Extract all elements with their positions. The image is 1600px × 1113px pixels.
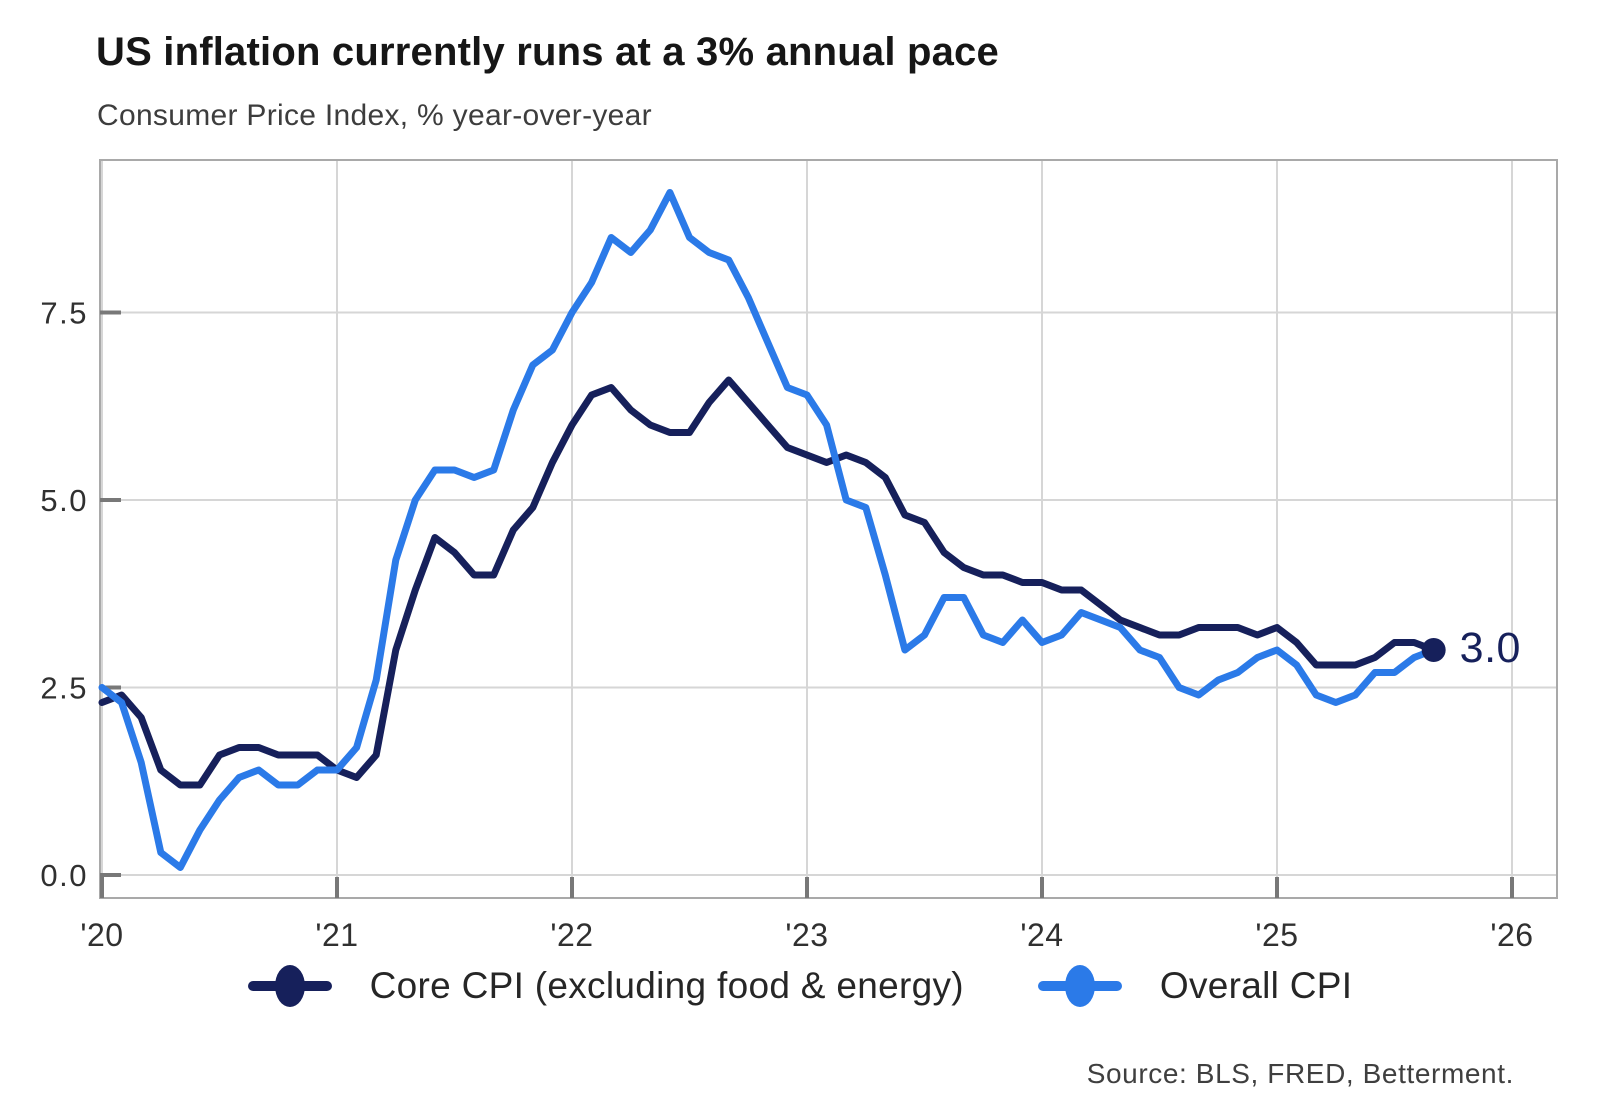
legend-label-overall-cpi: Overall CPI — [1159, 965, 1353, 1006]
chart-subtitle: Consumer Price Index, % year-over-year — [97, 99, 652, 132]
latest-point-dot — [1421, 638, 1446, 662]
latest-value-label: 3.0 — [1459, 624, 1521, 672]
legend-item-core-cpi: Core CPI (excluding food & energy) — [247, 964, 964, 1008]
chart-title: US inflation currently runs at a 3% annu… — [96, 30, 999, 74]
y-axis-tick-label: 0.0 — [40, 858, 88, 893]
x-axis-tick-label: '25 — [1255, 917, 1298, 953]
x-axis-tick-label: '24 — [1020, 917, 1063, 953]
source-note: Source: BLS, FRED, Betterment. — [1086, 1058, 1514, 1089]
x-axis-tick-label: '22 — [550, 917, 593, 953]
y-axis-tick-label: 7.5 — [40, 296, 88, 331]
plot-frame — [99, 159, 1558, 899]
core-cpi-legend-marker-icon — [247, 964, 332, 1008]
overall-cpi-legend-marker-icon — [1037, 964, 1122, 1008]
legend-label-core-cpi: Core CPI (excluding food & energy) — [369, 965, 964, 1006]
core-cpi-line — [98, 376, 1438, 789]
x-axis-tick-label: '23 — [785, 917, 828, 953]
y-axis-tick-label: 2.5 — [40, 671, 88, 706]
cpi-line-chart: 0.0 2.5 5.0 7.5 '20 '21 '22 '23 '24 '25 '26 — [40, 159, 1558, 953]
x-axis-tick-label: '20 — [80, 917, 123, 953]
y-axis-tick-label: 5.0 — [40, 483, 88, 518]
overall-cpi-line — [98, 189, 1438, 871]
legend-item-overall-cpi: Overall CPI — [1037, 964, 1353, 1008]
legend: Core CPI (excluding food & energy) Overa… — [0, 950, 1600, 1022]
x-axis-tick-label: '26 — [1490, 917, 1533, 953]
x-axis-tick-label: '21 — [315, 917, 358, 953]
